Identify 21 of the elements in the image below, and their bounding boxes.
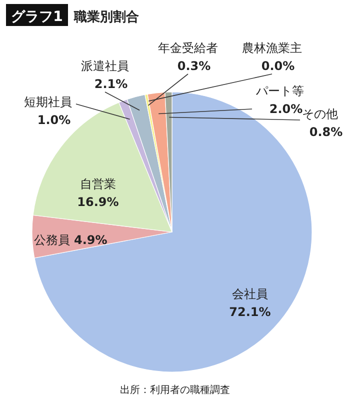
slice-label: パート等 <box>255 84 304 98</box>
text: 0.0% <box>261 59 295 73</box>
data-label: 1.0% <box>37 113 71 127</box>
data-label: 4.9% <box>74 233 108 247</box>
slice-label: 自営業 <box>80 177 116 191</box>
slice-label: 短期社員 <box>24 95 72 109</box>
slice-label: その他 <box>302 107 338 121</box>
text: 出所：利用者の職種調査 <box>120 384 230 396</box>
data-label: 72.1% <box>229 305 271 319</box>
slice-label: 会社員 <box>232 287 268 301</box>
chart-title: 職業別割合 <box>73 9 139 25</box>
slice-label: 公務員 <box>34 233 70 247</box>
text: グラフ1 <box>11 9 63 25</box>
data-label: 16.9% <box>77 195 119 209</box>
data-label: 0.3% <box>177 59 211 73</box>
data-label: 2.0% <box>269 102 303 116</box>
data-label: 0.8% <box>309 125 343 139</box>
slice-label: 派遣社員 <box>81 59 129 73</box>
category-label: 農林漁業主 <box>242 41 302 55</box>
data-label: 2.1% <box>94 77 128 91</box>
slice-label: 年金受給者 <box>158 41 218 55</box>
